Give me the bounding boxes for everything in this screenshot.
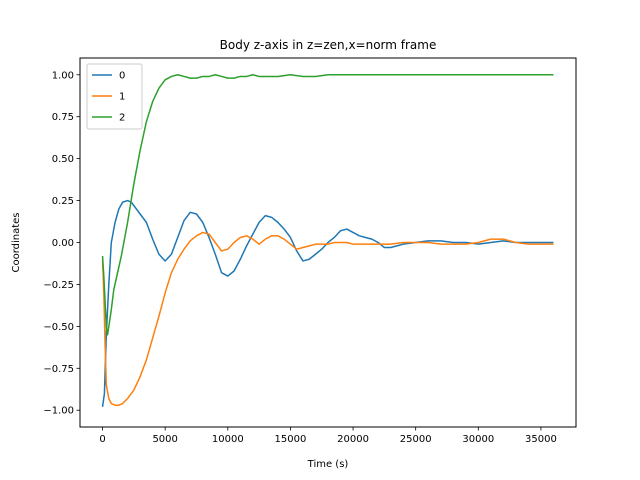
y-tick-label: 0.50 [52,154,74,165]
x-tick-label: 10000 [212,434,244,445]
x-tick-label: 35000 [525,434,557,445]
legend-box [86,63,143,130]
x-tick-label: 20000 [337,434,369,445]
y-tick-label: −1.00 [43,406,74,417]
x-axis-title: Time (s) [307,459,349,470]
series-line-1 [101,231,554,406]
y-tick-label: 1.00 [52,70,74,81]
legend: 0 1 2 [86,63,143,130]
y-tick-label: −0.25 [43,280,74,291]
y-axis-title: Coordinates [11,212,22,272]
x-axis: 0 5000 10000 15000 20000 25000 30000 35000 [99,427,557,445]
series-layer [101,74,554,407]
y-tick-label: −0.50 [43,322,74,333]
y-tick-label: −0.75 [43,364,74,375]
legend-label-2: 2 [119,113,125,124]
y-tick-label: 0.00 [52,238,74,249]
y-axis: −1.00 −0.75 −0.50 −0.25 0.00 0.25 0.50 0.75 1.00 [43,70,80,417]
legend-label-1: 1 [119,92,125,103]
series-line-2 [101,74,554,336]
chart-title: Body z-axis in z=zen,x=norm frame [220,38,437,52]
x-tick-label: 5000 [152,434,177,445]
x-tick-label: 30000 [462,434,494,445]
legend-label-0: 0 [119,71,125,82]
y-tick-label: 0.75 [52,112,74,123]
x-tick-label: 15000 [275,434,307,445]
x-tick-label: 25000 [400,434,432,445]
x-tick-label: 0 [99,434,105,445]
y-tick-label: 0.25 [52,196,74,207]
